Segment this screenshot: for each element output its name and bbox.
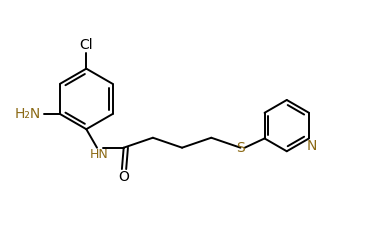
- Text: N: N: [307, 139, 317, 153]
- Text: S: S: [236, 141, 245, 155]
- Text: H₂N: H₂N: [14, 107, 41, 121]
- Text: O: O: [119, 170, 129, 184]
- Text: Cl: Cl: [80, 38, 93, 52]
- Text: HN: HN: [89, 148, 108, 161]
